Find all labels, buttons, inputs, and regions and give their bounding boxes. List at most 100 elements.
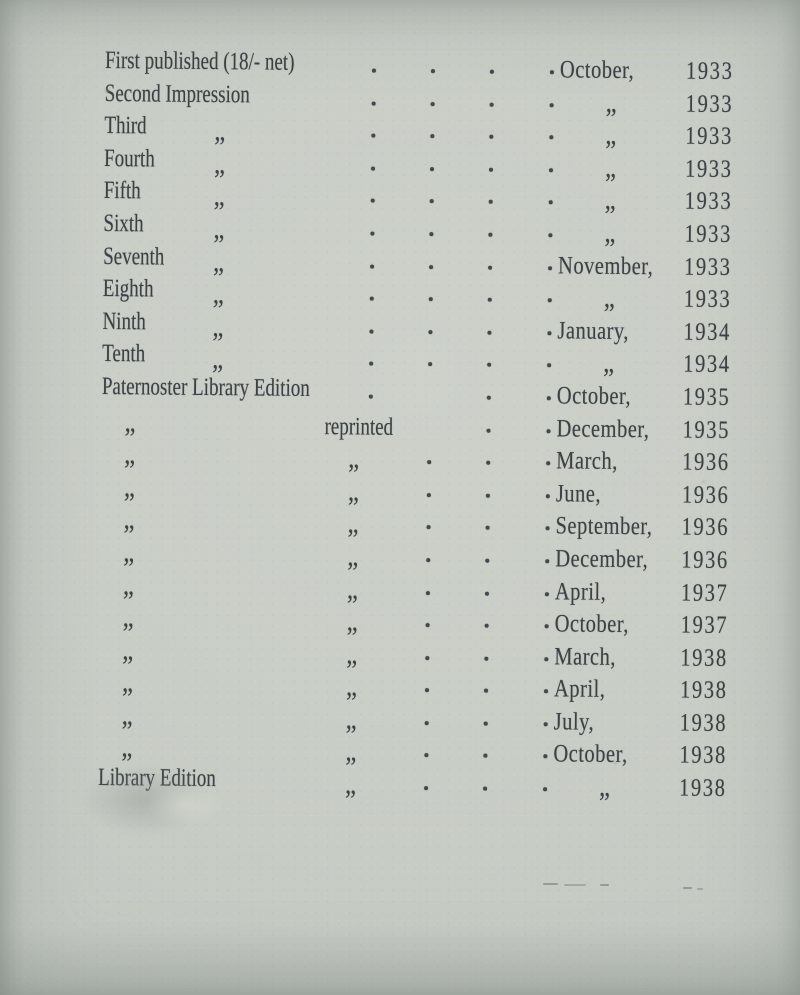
leader-dot [488,200,493,205]
year-label: 1938 [679,676,728,705]
leader-dot [484,591,489,596]
leader-dot [483,721,488,726]
leader-dot [483,754,488,759]
year-label: 1934 [683,350,731,379]
pencil-dash-mark [543,883,558,885]
year-label: 1936 [682,448,730,477]
year-label: 1933 [683,285,732,314]
ditto-mark-month: „ [603,347,615,380]
leader-dot [548,200,553,205]
month-label: September, [555,512,653,541]
leader-dot [429,264,434,269]
leader-dot [428,362,433,367]
year-label: 1935 [682,383,731,411]
year-label: 1933 [685,90,734,118]
leader-dot [426,558,431,563]
leader-dot [369,361,374,366]
leader-dot [428,329,433,334]
month-label: December, [555,545,649,574]
leader-dot [487,297,492,302]
year-label: 1933 [684,220,733,248]
leader-dot [370,231,375,236]
month-label: October, [556,382,632,411]
year-label: 1933 [683,253,732,281]
leader-dot [485,493,490,498]
leader-dot [543,754,548,759]
month-label: July, [553,708,595,736]
ditto-mark-month: „ [605,118,617,152]
leader-dot [548,233,553,238]
leader-dot [546,461,551,466]
year-label: 1935 [682,416,731,444]
leader-dot [429,166,435,171]
leader-dot [489,134,494,139]
leader-dot [424,720,429,726]
leader-dot [543,689,549,694]
leader-dot [484,623,489,628]
pencil-dash-mark [683,887,692,889]
leader-dot [489,102,494,107]
leader-dot [371,68,376,73]
leader-dot [427,460,432,465]
leader-dot [424,786,429,791]
year-label: 1937 [680,579,729,607]
leader-dot [488,265,493,270]
leader-dot [547,363,552,368]
leader-dot [545,526,550,531]
year-label: 1933 [684,187,733,216]
leader-dot [543,787,548,792]
month-label: January, [557,317,630,345]
month-label: April, [554,577,607,606]
leader-dot [486,395,491,400]
year-label: 1938 [679,742,728,770]
leader-dot [425,655,430,660]
leader-dot [368,394,373,399]
month-label: April, [553,675,606,704]
leader-dot [424,753,429,758]
year-label: 1936 [681,513,730,542]
printing-history-row: Library Edition „ „ 1938 [0,764,793,805]
leader-dot [544,624,549,629]
leader-dot [370,198,375,203]
leader-dot [547,331,552,336]
leader-dot [548,265,553,270]
leader-dot [428,297,433,302]
pencil-dash-mark [697,888,703,890]
year-label: 1938 [680,644,729,672]
leader-dot [426,492,431,497]
leader-dot [544,591,549,596]
leader-dot [429,199,434,204]
leader-dot [489,69,494,74]
leader-dot [430,69,435,74]
leader-dot [371,101,376,106]
leader-dot [486,460,491,465]
leader-dot [546,396,551,401]
ditto-mark-month: „ [605,86,618,119]
ditto-mark-month: „ [604,151,617,184]
month-label: October, [553,740,628,769]
month-label: October, [554,610,630,639]
leader-dot [545,559,550,564]
year-label: 1933 [685,57,734,86]
leader-dot [430,101,435,106]
leader-dot [483,688,489,693]
printing-history-table: First published (18/- net) October, 1933… [0,47,800,805]
ditto-mark-month: „ [598,770,611,803]
month-label: March, [554,643,617,671]
leader-dot [483,786,488,791]
month-label: October, [559,56,635,85]
month-label: December, [556,414,650,443]
leader-dot [488,167,494,172]
leader-dot [486,428,491,433]
ditto-mark-month: „ [603,281,616,315]
leader-dot [369,329,374,334]
pencil-dash-mark [600,884,609,886]
leader-dot [429,232,434,237]
year-label: 1933 [685,122,734,151]
leader-dot [485,525,490,531]
leader-dot [485,558,490,563]
leader-dot [371,166,376,171]
month-label: June, [555,480,602,508]
leader-dot [549,135,554,140]
